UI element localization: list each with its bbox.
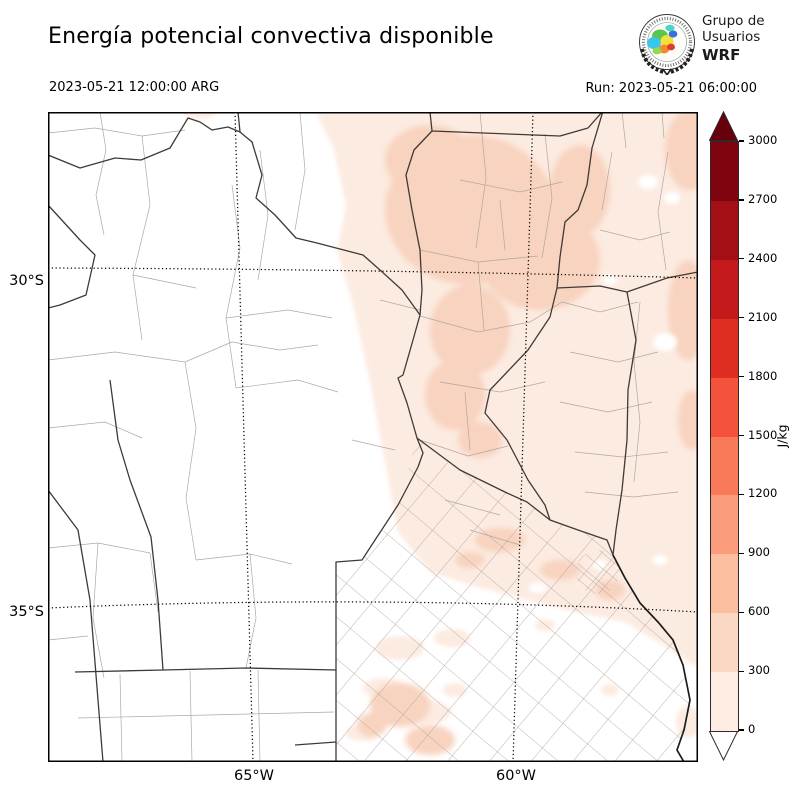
map-plot (48, 112, 698, 762)
colorbar-segment (711, 318, 738, 378)
colorbar-tick-label: 300 (748, 663, 770, 678)
coastline (612, 554, 691, 762)
colorbar-segment (711, 436, 738, 496)
colorbar-tick-label: 2400 (748, 250, 778, 265)
colorbar-tick-mark (739, 611, 744, 613)
colorbar-tick-label: 600 (748, 604, 770, 619)
colorbar-tick-mark (739, 493, 744, 496)
colorbar-segment (711, 672, 738, 732)
colorbar-tick-mark (739, 317, 744, 319)
logo-line3: WRF (702, 45, 741, 64)
wrf-users-group-logo-icon (639, 14, 695, 75)
colorbar-tick-label: 2700 (748, 191, 778, 206)
graticule-gridlines (48, 112, 698, 762)
colorbar-unit-label: J/kg (774, 424, 790, 448)
colorbar-tick-label: 1800 (748, 368, 778, 383)
colorbar-tick-mark (739, 552, 744, 554)
logo-line2: Usuarios (702, 29, 761, 46)
gridline-30S (48, 267, 698, 279)
colorbar-tick-mark (739, 729, 744, 731)
page-title: Energía potencial convectiva disponible (48, 24, 494, 49)
buenos-aires-partido-mesh (336, 438, 690, 762)
colorbar-tick-mark (739, 434, 744, 437)
gba-dense-partidos (576, 550, 620, 594)
map-svg (48, 112, 698, 762)
colorbar-tick-label: 1500 (748, 427, 778, 442)
map-frame (48, 112, 698, 762)
colorbar-tick-label: 3000 (748, 133, 778, 147)
colorbar-arrow-bottom (709, 731, 738, 761)
logo-line1: Grupo de (702, 13, 765, 29)
department-borders (48, 112, 679, 762)
colorbar-segment (711, 377, 738, 437)
colorbar-tick-label: 2100 (748, 309, 778, 324)
run-time-label: Run: 2023-05-21 06:00:00 (585, 81, 757, 96)
valid-time-label: 2023-05-21 12:00:00 ARG (49, 80, 220, 95)
colorbar-segments (710, 141, 739, 732)
colorbar-segment (711, 259, 738, 319)
lat-tick-30S: 30°S (9, 273, 44, 289)
colorbar-tick-label: 900 (748, 545, 770, 560)
colorbar-segment (711, 142, 738, 201)
lat-tick-35S: 35°S (9, 604, 44, 620)
colorbar-tick-mark (739, 199, 744, 201)
lon-tick-60W: 60°W (495, 768, 537, 784)
colorbar-arrow-top (709, 111, 738, 141)
gridline-35S (48, 601, 698, 613)
colorbar-tick-mark (739, 140, 744, 142)
colorbar-tick-mark (739, 258, 744, 260)
colorbar-tick-mark (739, 376, 744, 378)
province-borders (48, 112, 698, 762)
logo-text: Grupo de Usuarios WRF (702, 13, 765, 64)
colorbar-tick-label: 0 (748, 722, 756, 736)
colorbar-segment (711, 554, 738, 614)
colorbar-segment (711, 613, 738, 673)
colorbar-tick-label: 1200 (748, 486, 778, 501)
colorbar-segment (711, 200, 738, 260)
colorbar-tick-mark (739, 670, 744, 672)
colorbar-segment (711, 495, 738, 555)
lon-tick-65W: 65°W (233, 768, 275, 784)
logo-model-field (647, 24, 678, 55)
